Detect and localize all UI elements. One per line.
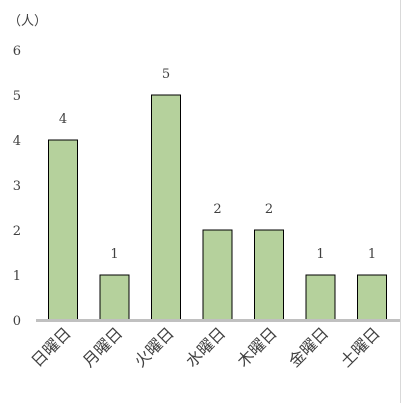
y-tick-label: 1 <box>13 269 21 284</box>
bar <box>151 94 181 321</box>
bar <box>202 229 233 321</box>
y-tick-label: 4 <box>13 134 21 149</box>
data-label: 1 <box>316 247 324 262</box>
x-tick-label: 月曜日 <box>79 323 126 370</box>
data-label: 2 <box>265 202 273 217</box>
x-tick-label: 土曜日 <box>336 323 383 370</box>
y-tick-label: 2 <box>13 224 21 239</box>
bar <box>99 274 130 321</box>
x-tick-label: 火曜日 <box>130 323 177 370</box>
bar <box>254 229 284 321</box>
data-label: 2 <box>213 202 221 217</box>
data-label: 4 <box>59 112 67 127</box>
bar <box>48 139 78 321</box>
data-label: 5 <box>162 67 170 82</box>
x-tick-label: 木曜日 <box>233 323 280 370</box>
y-axis-unit-label: （人） <box>8 14 48 29</box>
bar <box>357 274 387 321</box>
data-label: 1 <box>110 247 118 262</box>
y-tick-label: 0 <box>13 314 21 329</box>
y-tick-label: 6 <box>13 44 21 59</box>
x-tick-label: 日曜日 <box>27 323 74 370</box>
y-tick-label: 3 <box>13 179 21 194</box>
y-tick-label: 5 <box>13 89 21 104</box>
bar <box>305 274 336 321</box>
data-label: 1 <box>368 247 376 262</box>
x-tick-label: 水曜日 <box>182 323 229 370</box>
x-tick-label: 金曜日 <box>285 323 332 370</box>
